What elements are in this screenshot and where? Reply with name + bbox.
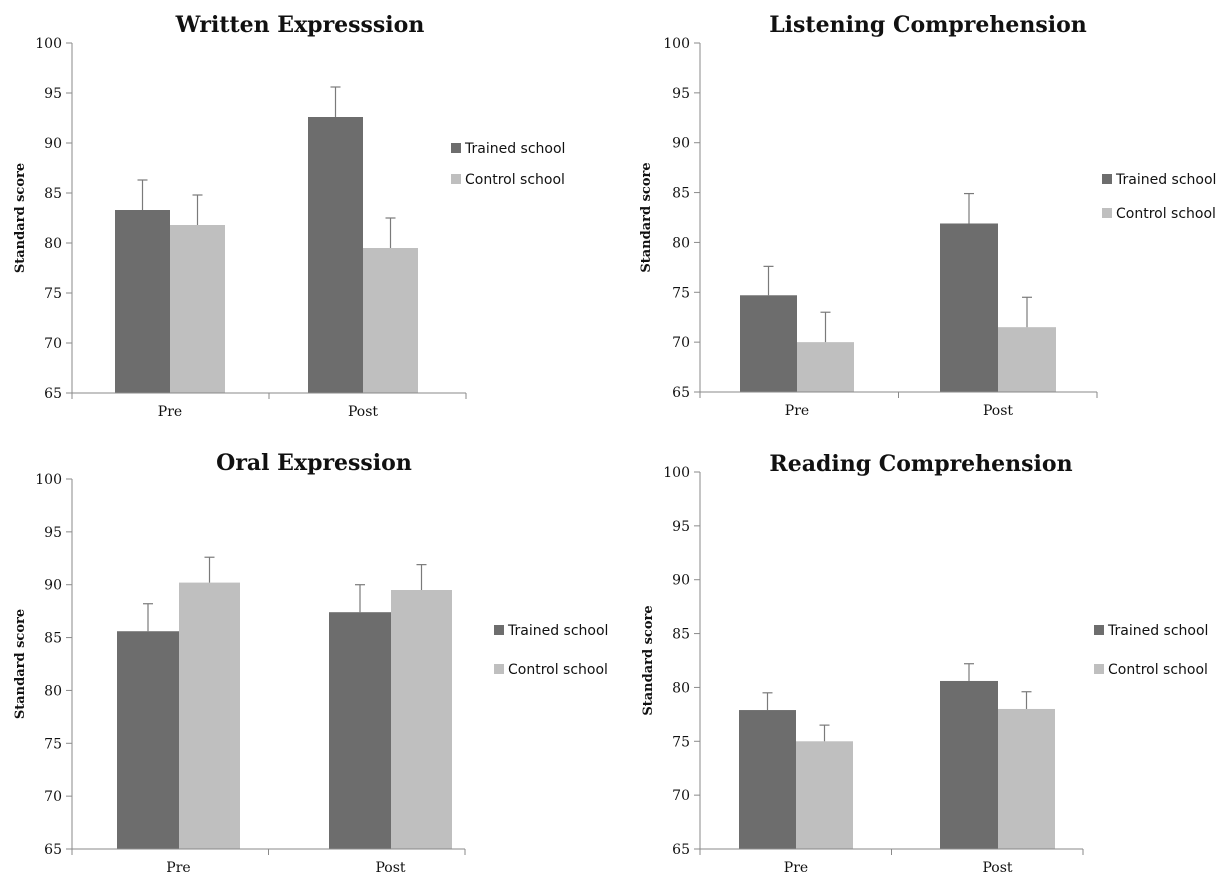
bar-post-control-school: [998, 327, 1056, 392]
y-tick-label: 95: [672, 86, 690, 102]
x-category-label: Post: [348, 404, 378, 420]
y-tick-label: 95: [672, 519, 690, 535]
y-tick-label: 90: [672, 573, 690, 589]
legend-label: Control school: [465, 172, 565, 188]
bar-post-control-school: [391, 590, 452, 849]
chart-title: Written Expresssion: [175, 12, 425, 38]
legend-label: Control school: [508, 662, 608, 678]
legend-swatch: [1102, 208, 1112, 218]
y-tick-label: 85: [672, 627, 690, 643]
y-axis-label: Standard score: [641, 605, 656, 715]
bar-pre-trained-school: [739, 710, 796, 849]
y-tick-label: 100: [663, 36, 690, 52]
bar-post-trained-school: [940, 680, 998, 849]
x-category-label: Pre: [158, 404, 182, 420]
y-tick-label: 70: [44, 789, 62, 805]
y-axis-label: Standard score: [13, 163, 28, 273]
legend-swatch: [1094, 625, 1104, 635]
y-tick-label: 90: [44, 578, 62, 594]
bar-pre-trained-school: [115, 210, 170, 393]
legend-swatch: [451, 143, 461, 153]
y-tick-label: 70: [672, 335, 690, 351]
y-tick-label: 85: [44, 186, 62, 202]
bar-post-trained-school: [308, 117, 363, 393]
chart-panel-2: Listening Comprehension 65 70 75 80 85 90 95 100…: [639, 12, 1216, 419]
x-category-label: Pre: [166, 860, 190, 874]
y-tick-label: 65: [44, 386, 62, 402]
x-category-label: Post: [983, 403, 1013, 419]
chart-panel-4: Reading Comprehension 65 70 75 80 85 90 95 100 St…: [641, 451, 1208, 874]
bar-post-trained-school: [940, 223, 998, 392]
chart-panel-1: Written Expresssion 65 70 75 80 85 90 95 100 Stan…: [13, 12, 565, 420]
legend-label: Trained school: [464, 141, 565, 157]
bar-pre-control-school: [170, 225, 225, 393]
y-tick-label: 85: [672, 186, 690, 202]
y-tick-label: 75: [44, 286, 62, 302]
chart-title: Oral Expression: [216, 450, 412, 476]
chart-title: Reading Comprehension: [769, 451, 1072, 477]
y-tick-label: 95: [44, 525, 62, 541]
bar-post-control-school: [998, 708, 1055, 849]
bar-post-control-school: [363, 248, 418, 393]
y-axis-label: Standard score: [639, 162, 654, 272]
y-tick-label: 100: [35, 472, 62, 488]
bar-pre-control-school: [797, 342, 854, 392]
x-category-label: Pre: [785, 403, 809, 419]
y-tick-label: 90: [44, 136, 62, 152]
y-tick-label: 75: [672, 285, 690, 301]
bar-pre-trained-school: [117, 631, 179, 849]
legend-label: Trained school: [1115, 172, 1216, 188]
y-tick-label: 100: [663, 465, 690, 481]
x-category-label: Post: [375, 860, 405, 874]
y-tick-label: 80: [672, 235, 690, 251]
y-tick-label: 80: [44, 683, 62, 699]
bar-post-trained-school: [329, 612, 391, 849]
chart-title: Listening Comprehension: [769, 12, 1087, 38]
y-tick-label: 75: [672, 734, 690, 750]
legend-swatch: [1094, 664, 1104, 674]
bar-pre-control-school: [796, 741, 853, 849]
x-category-label: Pre: [784, 860, 808, 874]
y-tick-label: 65: [672, 842, 690, 858]
y-tick-label: 70: [672, 788, 690, 804]
legend-swatch: [451, 174, 461, 184]
y-tick-label: 80: [44, 236, 62, 252]
legend-swatch: [1102, 174, 1112, 184]
legend-swatch: [494, 664, 504, 674]
y-axis-label: Standard score: [13, 609, 28, 719]
legend-label: Control school: [1116, 206, 1216, 222]
chart-panel-3: Oral Expression 65 70 75 80 85 90 95 100 Standard…: [13, 450, 608, 874]
y-tick-label: 65: [672, 385, 690, 401]
bar-pre-control-school: [179, 582, 240, 849]
y-tick-label: 85: [44, 631, 62, 647]
legend-label: Trained school: [507, 623, 608, 639]
legend-swatch: [494, 625, 504, 635]
y-tick-label: 90: [672, 136, 690, 152]
legend-label: Control school: [1108, 662, 1208, 678]
y-tick-label: 80: [672, 680, 690, 696]
y-tick-label: 75: [44, 736, 62, 752]
bar-pre-trained-school: [740, 295, 797, 392]
legend-label: Trained school: [1107, 623, 1208, 639]
y-tick-label: 65: [44, 842, 62, 858]
y-tick-label: 95: [44, 86, 62, 102]
y-tick-label: 70: [44, 336, 62, 352]
y-tick-label: 100: [35, 36, 62, 52]
x-category-label: Post: [982, 860, 1012, 874]
